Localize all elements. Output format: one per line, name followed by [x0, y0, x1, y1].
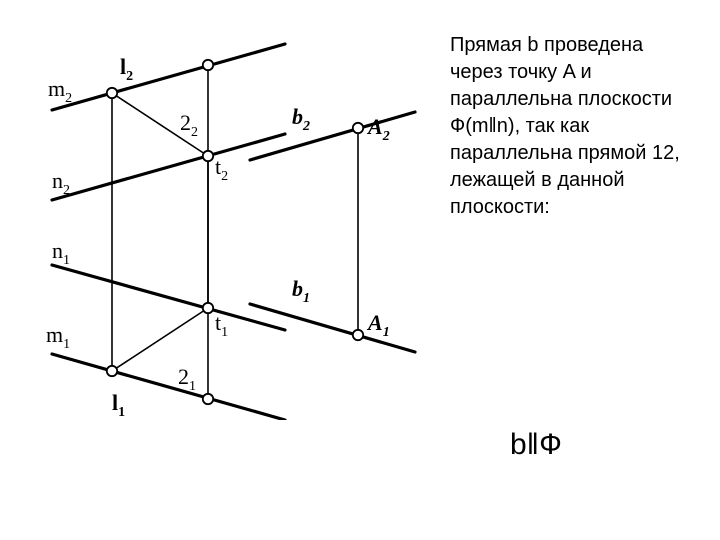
lbl-n1: n1 [52, 238, 70, 268]
diagram-points [107, 60, 363, 404]
p-12 [107, 88, 117, 98]
lbl-l2: l2 [120, 54, 133, 84]
slide-canvas: l2m222t2b2A2n2n1b1A1t1m121l1 Прямая b пр… [0, 0, 720, 540]
p-t2 [203, 151, 213, 161]
lbl-b1: b1 [292, 276, 310, 306]
lbl-t2: t2 [215, 154, 228, 184]
lbl-b2: b2 [292, 104, 310, 134]
lbl-m1: m1 [46, 322, 70, 352]
diagram-labels: l2m222t2b2A2n2n1b1A1t1m121l1 [46, 54, 390, 420]
p-22 [203, 60, 213, 70]
result-formula: b‖Ф [510, 428, 562, 462]
p-11 [107, 366, 117, 376]
line-n1 [52, 265, 285, 330]
diagram-lines [52, 44, 415, 420]
p-21 [203, 394, 213, 404]
lbl-l1: l1 [112, 390, 125, 420]
line-seg-12-22-bot [112, 308, 208, 371]
lbl-A1: A1 [366, 310, 390, 340]
lbl-A2: A2 [366, 114, 390, 144]
p-A2 [353, 123, 363, 133]
geometry-diagram: l2m222t2b2A2n2n1b1A1t1m121l1 [40, 32, 428, 420]
line-m1 [52, 354, 285, 420]
line-m2 [52, 44, 285, 110]
explanation-paragraph: Прямая b проведена через точку A и парал… [450, 32, 680, 221]
line-n2 [52, 134, 285, 200]
p-t1 [203, 303, 213, 313]
lbl-m2: m2 [48, 76, 72, 106]
p-A1 [353, 330, 363, 340]
lbl-22: 22 [180, 110, 198, 140]
lbl-n2: n2 [52, 168, 70, 198]
